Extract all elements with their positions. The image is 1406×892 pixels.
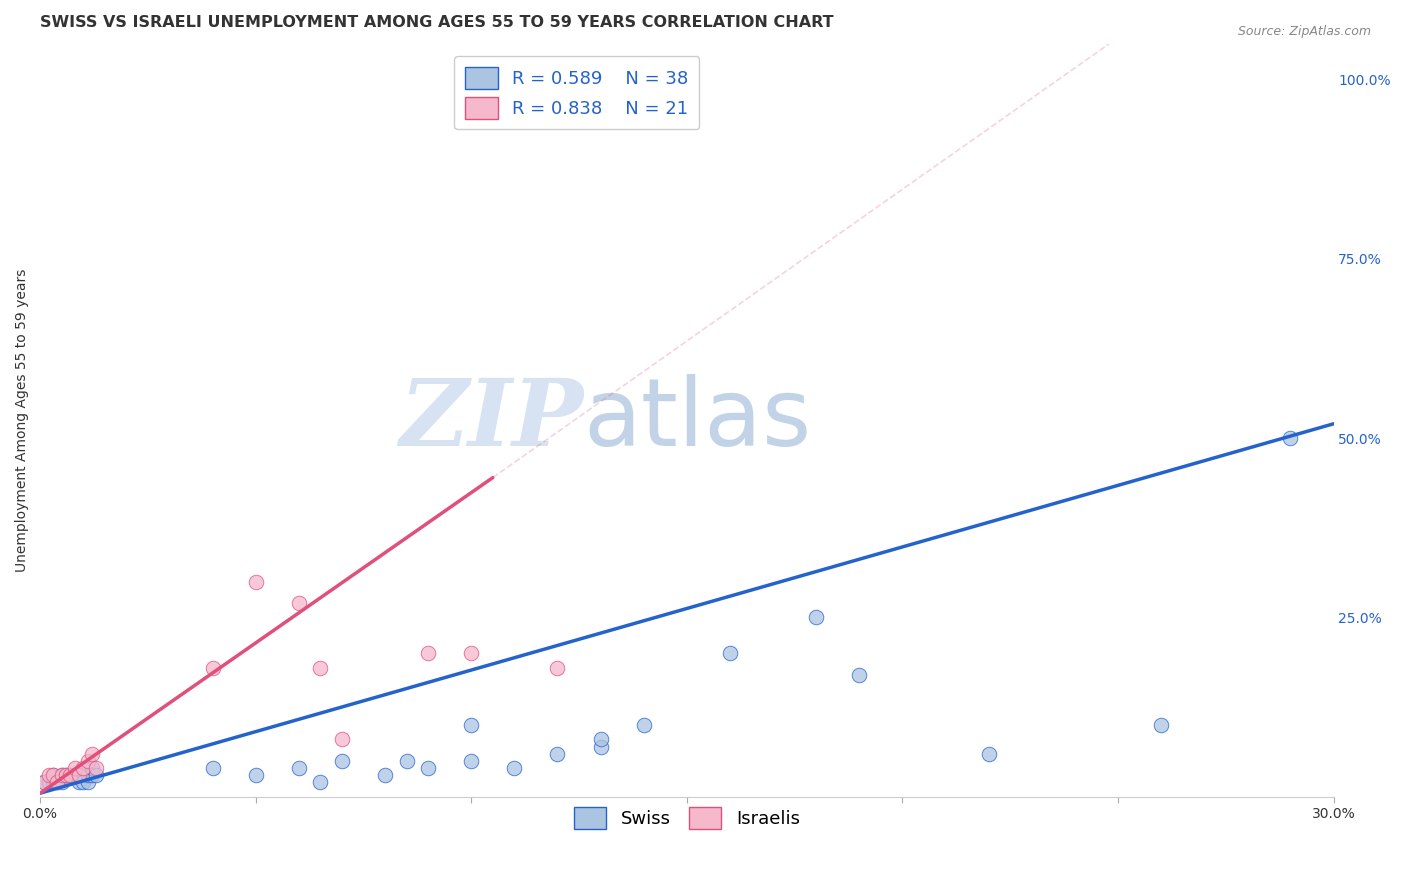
- Point: [503, 761, 526, 775]
- Point: [633, 718, 655, 732]
- Point: [418, 761, 440, 775]
- Point: [460, 754, 482, 768]
- Point: [418, 646, 440, 660]
- Point: [67, 768, 90, 782]
- Point: [72, 761, 94, 775]
- Point: [84, 768, 107, 782]
- Point: [374, 768, 396, 782]
- Point: [201, 761, 224, 775]
- Point: [76, 768, 98, 782]
- Point: [330, 754, 353, 768]
- Point: [245, 768, 267, 782]
- Legend: Swiss, Israelis: Swiss, Israelis: [567, 800, 807, 837]
- Point: [51, 775, 73, 789]
- Point: [309, 661, 332, 675]
- Point: [42, 768, 65, 782]
- Point: [51, 768, 73, 782]
- Text: Source: ZipAtlas.com: Source: ZipAtlas.com: [1237, 25, 1371, 38]
- Point: [38, 768, 60, 782]
- Point: [72, 775, 94, 789]
- Point: [546, 661, 568, 675]
- Point: [42, 775, 65, 789]
- Point: [63, 768, 86, 782]
- Point: [245, 574, 267, 589]
- Y-axis label: Unemployment Among Ages 55 to 59 years: Unemployment Among Ages 55 to 59 years: [15, 268, 30, 572]
- Point: [55, 768, 77, 782]
- Point: [76, 754, 98, 768]
- Point: [288, 596, 311, 610]
- Text: atlas: atlas: [583, 375, 811, 467]
- Point: [63, 761, 86, 775]
- Point: [34, 775, 56, 789]
- Point: [80, 768, 103, 782]
- Point: [1150, 718, 1173, 732]
- Point: [848, 668, 870, 682]
- Point: [34, 775, 56, 789]
- Text: SWISS VS ISRAELI UNEMPLOYMENT AMONG AGES 55 TO 59 YEARS CORRELATION CHART: SWISS VS ISRAELI UNEMPLOYMENT AMONG AGES…: [41, 15, 834, 30]
- Point: [59, 768, 82, 782]
- Point: [718, 646, 741, 660]
- Point: [67, 775, 90, 789]
- Point: [309, 775, 332, 789]
- Point: [589, 732, 612, 747]
- Point: [59, 768, 82, 782]
- Point: [589, 739, 612, 754]
- Point: [460, 718, 482, 732]
- Point: [80, 761, 103, 775]
- Point: [38, 775, 60, 789]
- Point: [46, 775, 69, 789]
- Point: [460, 646, 482, 660]
- Point: [1279, 431, 1302, 445]
- Point: [395, 754, 418, 768]
- Point: [80, 747, 103, 761]
- Point: [330, 732, 353, 747]
- Point: [804, 610, 827, 624]
- Point: [76, 775, 98, 789]
- Point: [546, 747, 568, 761]
- Text: ZIP: ZIP: [399, 376, 583, 466]
- Point: [55, 768, 77, 782]
- Point: [46, 775, 69, 789]
- Point: [201, 661, 224, 675]
- Point: [84, 761, 107, 775]
- Point: [288, 761, 311, 775]
- Point: [977, 747, 1000, 761]
- Point: [51, 768, 73, 782]
- Point: [42, 768, 65, 782]
